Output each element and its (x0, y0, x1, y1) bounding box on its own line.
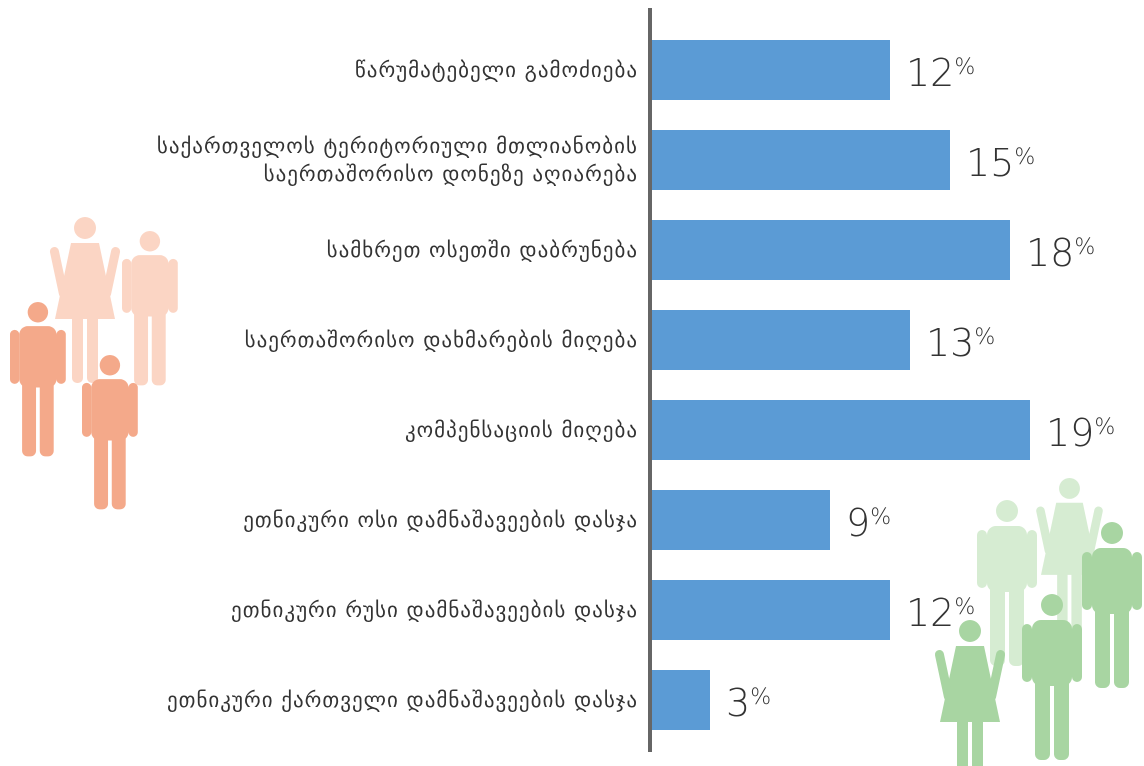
value-label-8: 3% (726, 681, 771, 725)
man-icon (122, 231, 178, 386)
man-icon (82, 355, 138, 510)
woman-icon (49, 217, 121, 383)
category-label-8: ეთნიკური ქართველი დამნაშავეების დასჯა (167, 688, 638, 712)
category-label-7: ეთნიკური რუსი დამნაშავეების დასჯა (231, 598, 638, 622)
bar-1 (650, 40, 890, 100)
category-label-6: ეთნიკური ოსი დამნაშავეების დასჯა (243, 508, 638, 532)
value-label-2: 15% (966, 141, 1035, 185)
bar-7 (650, 580, 890, 640)
man-icon (977, 500, 1037, 666)
bar-8 (650, 670, 710, 730)
man-icon (1022, 594, 1082, 760)
category-label-2: საქართველოს ტერიტორიული მთლიანობის საერთა… (157, 134, 638, 186)
people-illustration-left (10, 217, 178, 510)
value-label-5: 19% (1046, 411, 1115, 455)
category-label-1: წარუმატებელი გამოძიება (355, 58, 638, 82)
bar-5 (650, 400, 1030, 460)
value-label-3: 18% (1026, 231, 1095, 275)
value-label-4: 13% (926, 321, 995, 365)
category-label-3: სამხრეთ ოსეთში დაბრუნება (327, 238, 638, 262)
bar-4 (650, 310, 910, 370)
bar-3 (650, 220, 1010, 280)
value-label-1: 12% (906, 51, 975, 95)
category-label-5: კომპენსაციის მიღება (405, 418, 638, 442)
value-label-7: 12% (906, 591, 975, 635)
category-label-4: საერთაშორისო დახმარების მიღება (245, 328, 638, 352)
value-labels: 12% 15% 18% 13% 19% 9% 12% 3% (726, 51, 1115, 725)
woman-icon (934, 620, 1006, 766)
bars-group (650, 40, 1030, 730)
category-labels: წარუმატებელი გამოძიება საქართველოს ტერიტო… (157, 58, 638, 712)
value-label-6: 9% (846, 501, 891, 545)
man-icon (1082, 522, 1142, 688)
people-illustration-right (934, 478, 1142, 766)
bar-2 (650, 130, 950, 190)
man-icon (10, 302, 66, 457)
bar-6 (650, 490, 830, 550)
